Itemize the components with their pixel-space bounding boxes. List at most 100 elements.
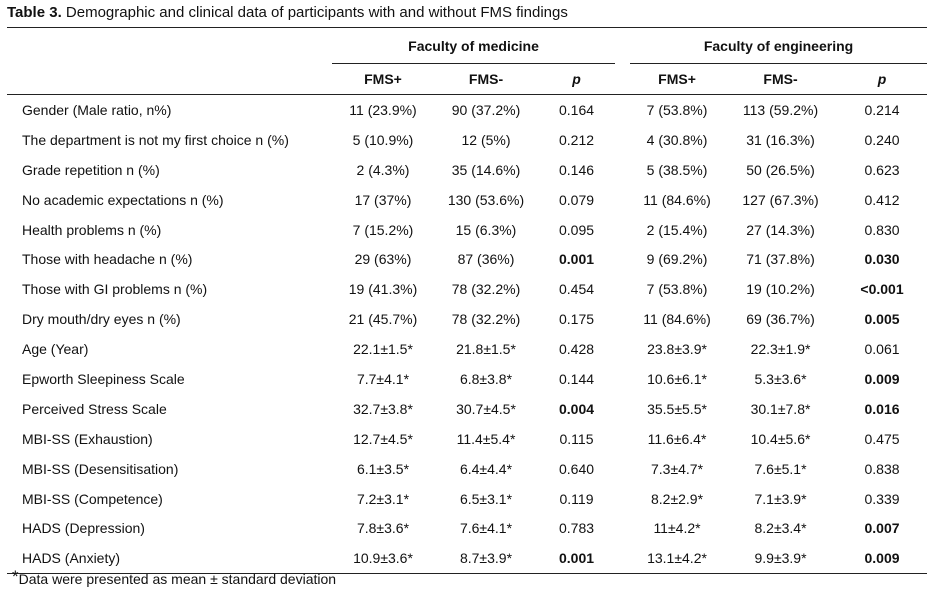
gap-cell [615,364,630,394]
cell-eng-fms-pos: 5 (38.5%) [646,161,708,178]
cell-eng-fms-neg: 27 (14.3%) [746,221,815,238]
cell-eng-fms-neg: 69 (36.7%) [746,311,815,328]
label-column-header [7,27,332,64]
cell-eng-fms-pos: 10.6±6.1* [647,370,707,387]
cell-med-fms-neg: 11.4±5.4* [456,430,516,447]
cell-eng-fms-neg: 22.3±1.9* [750,341,811,358]
gap-cell [615,334,630,364]
table-caption: Table 3. Demographic and clinical data o… [7,4,568,22]
cell-med-p: 0.164 [558,101,595,118]
table-row: Those with GI problems n (%) 19 (41.3%) 78… [7,274,927,304]
gap-cell [615,274,630,304]
footnote-text: Data were presented as mean ± standard d… [18,571,337,587]
cell-med-fms-neg: 7.6±4.1* [459,520,513,537]
cell-med-fms-neg: 6.4±4.4* [459,460,513,477]
cell-med-fms-neg: 130 (53.6%) [447,191,525,208]
cell-eng-fms-pos: 11.6±6.4* [647,430,707,447]
cell-eng-p: 0.339 [864,490,900,507]
row-label: No academic expectations n (%) [22,191,224,208]
cell-eng-p: 0.009 [837,543,928,575]
gap-cell [615,244,630,274]
table-row: Those with headache n (%) 29 (63%) 87 (36%… [7,244,927,274]
cell-med-fms-pos: 32.7±3.8* [353,400,413,417]
cell-med-fms-neg: 30.7±4.5* [456,400,516,417]
cell-eng-fms-neg: 31 (16.3%) [746,131,815,148]
cell-med-fms-pos: 7.8±3.6* [356,520,410,537]
cell-eng-p: 0.475 [864,430,900,447]
cell-med-p: 0.079 [558,191,595,208]
row-label: The department is not my first choice n … [22,131,289,148]
cell-med-fms-pos: 10.9±3.6* [332,543,434,575]
subheader-med-fms-neg: FMS- [434,63,538,95]
cell-eng-p: <0.001 [860,281,904,298]
cell-eng-fms-pos: 2 (15.4%) [646,221,708,238]
cell-med-fms-pos: 19 (41.3%) [348,281,418,298]
gap-cell [615,95,630,125]
cell-med-fms-neg: 21.8±1.5* [456,341,516,358]
row-label: Perceived Stress Scale [22,400,167,417]
cell-eng-fms-neg: 19 (10.2%) [746,281,815,298]
cell-med-fms-neg: 15 (6.3%) [455,221,517,238]
table-row: Age (Year) 22.1±1.5* 21.8±1.5* 0.428 23.8±3.… [7,334,927,364]
cell-med-fms-neg: 78 (32.2%) [451,281,521,298]
cell-eng-p: 0.007 [864,520,900,537]
cell-eng-fms-pos: 7.3±4.7* [650,460,704,477]
cell-eng-p: 0.214 [864,101,900,118]
cell-med-p: 0.144 [558,370,595,387]
cell-med-fms-pos: 6.1±3.5* [356,460,410,477]
row-label: Dry mouth/dry eyes n (%) [22,311,181,328]
group-header-engineering: Faculty of engineering [630,27,928,64]
cell-eng-p: 0.016 [864,400,900,417]
demographic-clinical-table: Faculty of medicine Faculty of engineeri… [7,27,928,575]
cell-med-fms-pos: 22.1±1.5* [353,341,413,358]
gap-cell [615,125,630,155]
table-footnote: *Data were presented as mean ± standard … [12,568,336,588]
cell-med-fms-pos: 5 (10.9%) [352,131,414,148]
gap-cell [615,484,630,514]
cell-eng-fms-neg: 30.1±7.8* [750,400,811,417]
cell-eng-fms-neg: 7.1±3.9* [754,490,807,507]
footnote-symbol: * [12,567,19,586]
cell-eng-fms-neg: 127 (67.3%) [742,191,819,208]
cell-med-fms-neg: 12 (5%) [461,131,511,148]
cell-eng-p: 0.838 [864,460,900,477]
cell-med-fms-pos: 7.7±4.1* [356,370,410,387]
cell-med-p: 0.004 [558,400,595,417]
cell-eng-p: 0.030 [864,251,900,268]
cell-eng-fms-pos: 11 (84.6%) [643,311,711,328]
group-header-gap [615,27,631,64]
cell-eng-fms-pos: 7 (53.8%) [646,101,708,118]
subheader-med-p: p [538,63,616,95]
row-label: Gender (Male ratio, n%) [22,101,172,118]
table-row: HADS (Depression) 7.8±3.6* 7.6±4.1* 0.783 11… [7,513,927,543]
table-row: Dry mouth/dry eyes n (%) 21 (45.7%) 78 (32… [7,304,927,334]
cell-eng-fms-neg: 10.4±5.6* [750,430,811,447]
row-label: Those with GI problems n (%) [22,281,208,298]
table-row: Epworth Sleepiness Scale 7.7±4.1* 6.8±3.8*… [7,364,927,394]
cell-med-fms-pos: 7.2±3.1* [356,490,410,507]
gap-cell [615,454,630,484]
row-label: Health problems n (%) [22,221,162,238]
cell-med-p: 0.212 [558,131,595,148]
cell-med-p: 0.428 [558,341,595,358]
table-row: MBI-SS (Competence) 7.2±3.1* 6.5±3.1* 0.119… [7,484,927,514]
cell-eng-p: 0.830 [864,221,900,238]
cell-med-fms-neg: 90 (37.2%) [451,101,521,118]
cell-med-p: 0.146 [558,161,595,178]
table-row: Grade repetition n (%) 2 (4.3%) 35 (14.6%)… [7,155,927,185]
cell-eng-fms-pos: 4 (30.8%) [646,131,708,148]
cell-med-p: 0.454 [558,281,595,298]
cell-med-fms-neg: 6.5±3.1* [459,490,513,507]
cell-med-fms-pos: 2 (4.3%) [356,161,410,178]
gap-cell [615,215,630,245]
cell-eng-fms-pos: 8.2±2.9* [650,490,704,507]
cell-med-fms-neg: 87 (36%) [457,251,515,268]
cell-eng-fms-neg: 9.9±3.9* [724,543,838,575]
cell-med-p: 0.175 [558,311,595,328]
table-row: MBI-SS (Exhaustion) 12.7±4.5* 11.4±5.4* 0.1… [7,424,927,454]
cell-med-p: 0.783 [558,520,595,537]
cell-med-fms-pos: 17 (37%) [354,191,412,208]
row-label: Epworth Sleepiness Scale [22,370,185,387]
cell-med-p: 0.115 [559,430,594,447]
cell-eng-fms-pos: 35.5±5.5* [647,400,707,417]
